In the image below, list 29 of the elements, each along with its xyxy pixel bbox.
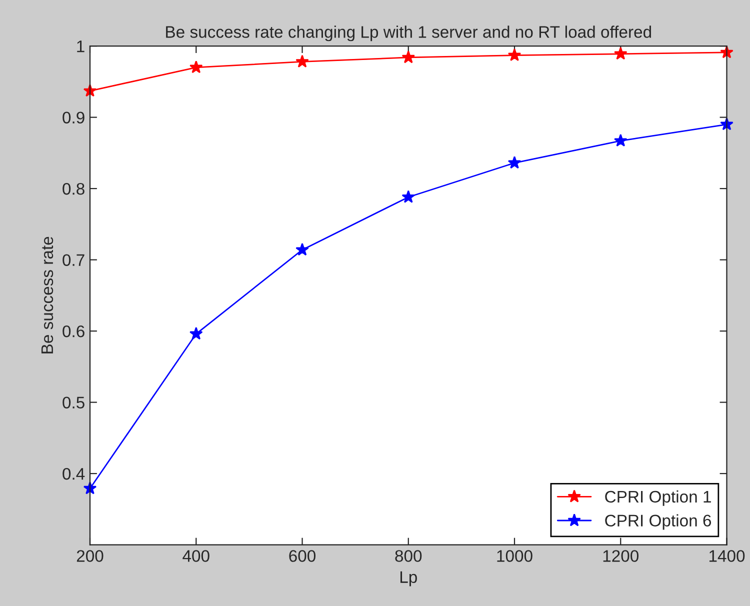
point [508,156,522,169]
y-tick-label: 0.4 [62,468,85,480]
point [296,242,309,256]
legend-label: CPRI Option 6 [605,514,712,530]
x-tick-label: 200 [76,550,104,562]
point [402,190,416,203]
y-tick-label: 0.7 [62,254,84,266]
y-tick-label: 0.9 [62,112,84,124]
x-tick-label: 800 [395,550,422,562]
x-tick-label: 600 [289,550,316,562]
y-tick-label: 0.8 [62,182,84,195]
y-tick-label: 0.5 [62,396,84,408]
point [296,54,309,68]
chart-title: Be success rate changing Lp with 1 server and no RT load offered [166,26,651,42]
point [402,50,416,64]
x-tick-label: 1200 [603,550,639,562]
x-tick-label: 400 [182,550,210,562]
y-tick-label: 0.6 [62,325,84,338]
x-tick-label: 1000 [497,550,532,562]
x-axis-title: Lp [400,571,417,586]
point [189,326,203,340]
legend-label: CPRI Option 1 [605,490,711,506]
point [508,48,522,62]
point [189,60,203,74]
y-axis-title: Be success rate [41,236,54,354]
point [614,134,628,147]
y-tick-label: 1 [77,40,84,52]
point [614,46,628,60]
x-tick-label: 1400 [709,550,745,562]
